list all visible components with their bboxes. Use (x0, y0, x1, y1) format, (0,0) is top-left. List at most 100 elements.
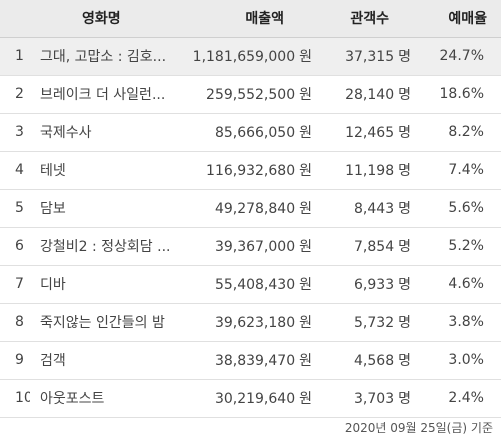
people-unit: 명 (398, 201, 411, 217)
audience-value: 6,933 (354, 277, 395, 293)
audience-cell: 7,854 명 (318, 227, 417, 265)
rank-cell: 5 (15, 200, 24, 216)
reservation-rate-cell: 3.8% (448, 314, 484, 330)
sales-cell: 259,552,500 원 (188, 75, 318, 113)
sales-value: 39,623,180 (214, 315, 296, 331)
movie-title-link[interactable]: 강철비2 : 정상회담 ... (40, 239, 171, 255)
table-row[interactable]: 1 그대, 고맙소 : 김호... 1,181,659,000 원 37,315 명 24.… (0, 37, 501, 75)
reservation-rate-cell: 3.0% (448, 352, 484, 368)
table-row[interactable]: 4 테넷 116,932,680 원 11,198 명 7.4% (0, 151, 501, 189)
rank-header (0, 0, 30, 38)
movie-title-link[interactable]: 그대, 고맙소 : 김호... (40, 49, 167, 65)
people-unit: 명 (398, 239, 411, 255)
people-unit: 명 (398, 353, 411, 369)
sales-value: 49,278,840 (214, 201, 296, 217)
sales-value: 30,219,640 (214, 391, 296, 407)
audience-value: 11,198 (345, 163, 395, 179)
won-unit: 원 (299, 239, 312, 255)
rank-cell: 8 (15, 314, 24, 330)
sales-value: 38,839,470 (214, 353, 296, 369)
table-row[interactable]: 7 디바 55,408,430 원 6,933 명 4.6% (0, 265, 501, 303)
table-row[interactable]: 2 브레이크 더 사일런... 259,552,500 원 28,140 명 18.6% (0, 75, 501, 113)
movie-title-link[interactable]: 국제수사 (40, 125, 92, 141)
audience-cell: 37,315 명 (318, 37, 417, 75)
sales-cell: 116,932,680 원 (188, 151, 318, 189)
title-header: 영화명 (30, 0, 188, 38)
reservation-rate-cell: 4.6% (448, 276, 484, 292)
won-unit: 원 (299, 277, 312, 293)
won-unit: 원 (299, 49, 312, 65)
rank-cell: 3 (15, 124, 24, 140)
audience-value: 3,703 (354, 391, 395, 407)
audience-cell: 8,443 명 (318, 189, 417, 227)
movie-title-link[interactable]: 담보 (40, 201, 66, 217)
sales-value: 116,932,680 (206, 163, 296, 179)
sales-cell: 39,623,180 원 (188, 303, 318, 341)
sales-cell: 30,219,640 원 (188, 379, 318, 417)
sales-value: 259,552,500 (206, 87, 296, 103)
sales-value: 55,408,430 (214, 277, 296, 293)
audience-value: 8,443 (354, 201, 395, 217)
movie-title-link[interactable]: 아웃포스트 (40, 391, 105, 407)
movie-title-link[interactable]: 죽지않는 인간들의 밤 (40, 315, 165, 331)
rate-header: 예매율 (417, 0, 501, 38)
audience-value: 7,854 (354, 239, 395, 255)
audience-value: 5,732 (354, 315, 395, 331)
people-unit: 명 (398, 163, 411, 179)
rank-cell: 2 (15, 86, 24, 102)
sales-header: 매출액 (188, 0, 318, 38)
won-unit: 원 (299, 201, 312, 217)
audience-cell: 4,568 명 (318, 341, 417, 379)
people-unit: 명 (398, 315, 411, 331)
sales-value: 1,181,659,000 (192, 49, 296, 65)
rank-cell: 10 (15, 390, 30, 406)
reservation-rate-cell: 7.4% (448, 162, 484, 178)
reservation-rate-cell: 5.2% (448, 238, 484, 254)
people-unit: 명 (398, 49, 411, 65)
reservation-rate-cell: 5.6% (448, 200, 484, 216)
table-row[interactable]: 9 검객 38,839,470 원 4,568 명 3.0% (0, 341, 501, 379)
audience-value: 12,465 (345, 125, 395, 141)
audience-cell: 28,140 명 (318, 75, 417, 113)
sales-cell: 38,839,470 원 (188, 341, 318, 379)
movie-title-link[interactable]: 브레이크 더 사일런... (40, 87, 166, 103)
table-row[interactable]: 5 담보 49,278,840 원 8,443 명 5.6% (0, 189, 501, 227)
people-unit: 명 (398, 125, 411, 141)
audience-value: 37,315 (345, 49, 395, 65)
sales-value: 39,367,000 (214, 239, 296, 255)
rank-cell: 1 (15, 48, 24, 64)
won-unit: 원 (299, 87, 312, 103)
people-unit: 명 (398, 87, 411, 103)
audience-cell: 12,465 명 (318, 113, 417, 151)
box-office-table: 영화명 매출액 관객수 예매율 1 그대, 고맙소 : 김호... 1,181,65… (0, 0, 501, 417)
people-unit: 명 (398, 391, 411, 407)
reservation-rate-cell: 18.6% (439, 86, 484, 102)
rank-cell: 9 (15, 352, 24, 368)
rank-cell: 4 (15, 162, 24, 178)
sales-value: 85,666,050 (214, 125, 296, 141)
audience-cell: 3,703 명 (318, 379, 417, 417)
sales-cell: 1,181,659,000 원 (188, 37, 318, 75)
header-row: 영화명 매출액 관객수 예매율 (0, 0, 501, 38)
reservation-rate-cell: 24.7% (439, 48, 484, 64)
won-unit: 원 (299, 125, 312, 141)
sales-cell: 85,666,050 원 (188, 113, 318, 151)
table-row[interactable]: 8 죽지않는 인간들의 밤 39,623,180 원 5,732 명 3.8% (0, 303, 501, 341)
audience-cell: 11,198 명 (318, 151, 417, 189)
table-row[interactable]: 3 국제수사 85,666,050 원 12,465 명 8.2% (0, 113, 501, 151)
won-unit: 원 (299, 163, 312, 179)
movie-title-link[interactable]: 테넷 (40, 163, 66, 179)
audience-value: 4,568 (354, 353, 395, 369)
rank-cell: 7 (15, 276, 24, 292)
audience-value: 28,140 (345, 87, 395, 103)
won-unit: 원 (299, 353, 312, 369)
movie-title-link[interactable]: 검객 (40, 353, 66, 369)
table-row[interactable]: 6 강철비2 : 정상회담 ... 39,367,000 원 7,854 명 5.2% (0, 227, 501, 265)
sales-cell: 55,408,430 원 (188, 265, 318, 303)
audience-cell: 5,732 명 (318, 303, 417, 341)
movie-title-link[interactable]: 디바 (40, 277, 66, 293)
people-unit: 명 (398, 277, 411, 293)
reference-date: 2020년 09월 25일(금) 기준 (344, 421, 493, 435)
